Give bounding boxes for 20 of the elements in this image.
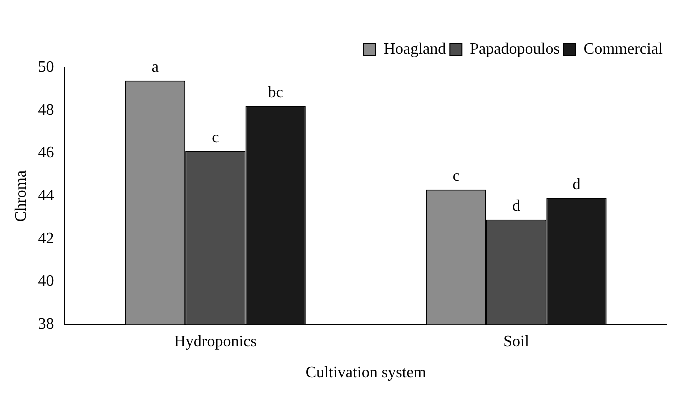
x-tick-label: Hydroponics [174, 333, 257, 350]
y-tick-label: 40 [38, 273, 54, 290]
y-tick-label: 44 [38, 188, 54, 205]
data-label: d [572, 176, 581, 194]
x-tick-label: Soil [504, 333, 530, 350]
data-label: c [452, 168, 460, 186]
data-label: bc [268, 84, 284, 102]
legend-label: Commercial [584, 41, 664, 58]
x-axis-title: Cultivation system [306, 364, 427, 382]
data-label: d [512, 198, 521, 216]
y-tick-label: 42 [38, 230, 54, 248]
y-tick-label: 50 [38, 59, 54, 76]
data-label: c [212, 130, 220, 147]
data-label: a [152, 59, 160, 76]
y-tick-label: 46 [38, 144, 54, 162]
y-tick-label: 48 [38, 102, 54, 119]
y-axis-title: Chroma [12, 170, 30, 222]
legend-label: Hoagland [384, 41, 446, 58]
legend-label: Papadopoulos [470, 41, 560, 58]
y-tick-label: 38 [38, 316, 54, 333]
